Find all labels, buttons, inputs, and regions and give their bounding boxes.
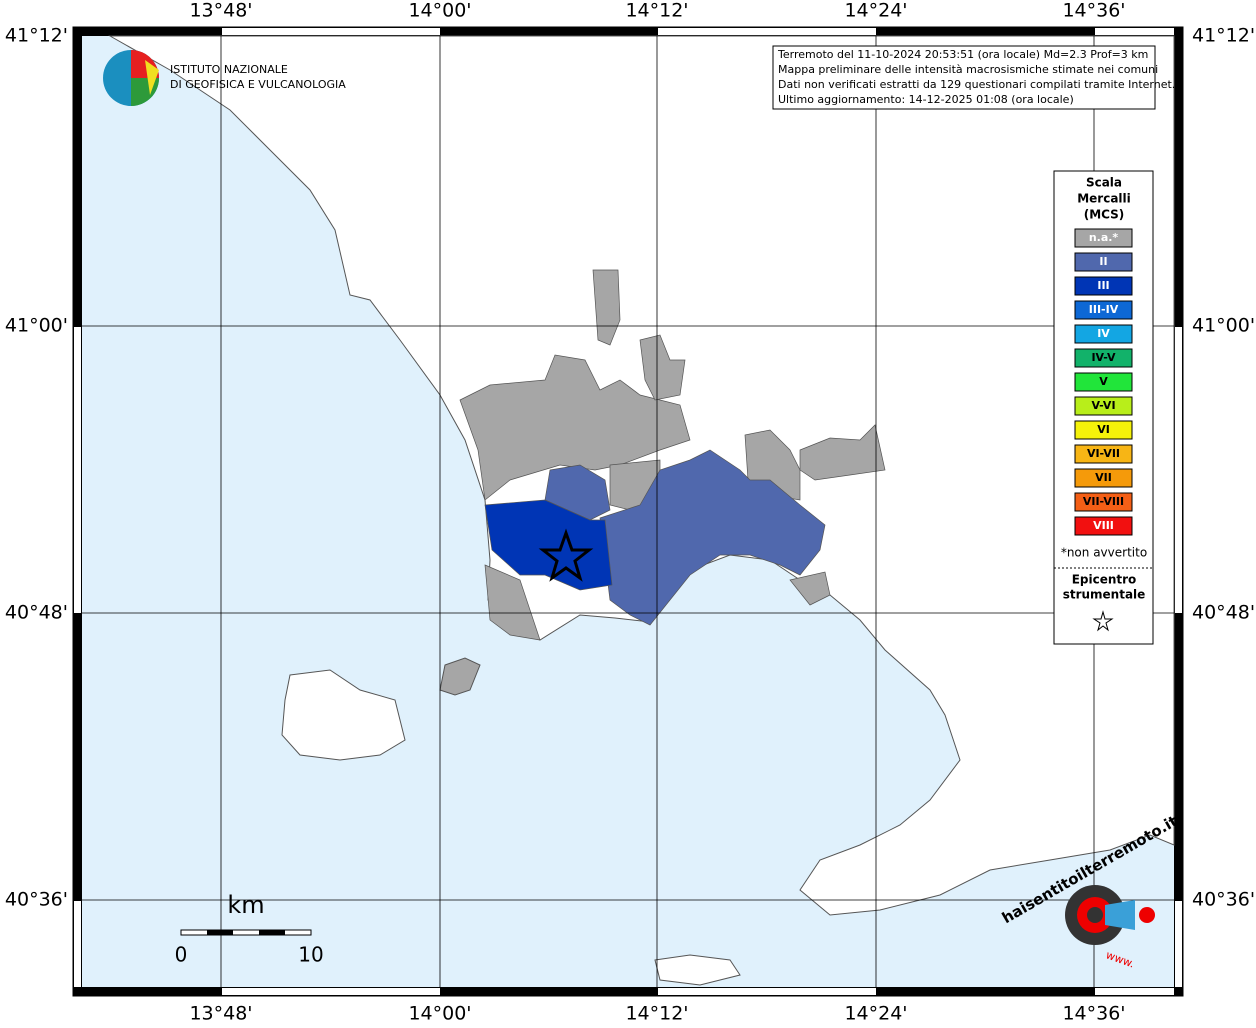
ischia [281,669,406,761]
lon-label: 14°12' [625,1003,688,1025]
municipality [484,499,613,591]
lon-label: 14°36' [1062,0,1125,22]
lon-label: 14°00' [408,0,471,22]
legend-label: VII-VIII [1083,495,1124,508]
legend-swatch [1074,372,1133,392]
legend-swatch [1074,324,1133,344]
legend-swatch [1074,276,1133,296]
epicenter-star [538,528,594,582]
graticule-labels: 13°48' 13°48' 14°00' 14°00' 14°12' 14°12' 14°2… [5,0,1255,1025]
lon-label: 13°48' [189,0,252,22]
logo-text: ISTITUTO NAZIONALE [170,63,288,76]
info-box [772,45,1156,110]
lat-label: 40°36' [5,889,68,911]
lat-label: 41°00' [1192,315,1255,337]
legend-label: V-VI [1091,399,1115,412]
legend-label: IV-V [1091,351,1116,364]
lon-label: 13°48' [189,1003,252,1025]
lat-label: 40°36' [1192,889,1255,911]
legend-swatch [1074,348,1133,368]
scale-unit: km [227,891,264,919]
legend-label: V [1099,375,1108,388]
info-line: Terremoto del 11-10-2024 20:53:51 (ora l… [777,48,1148,61]
lat-label: 41°00' [5,315,68,337]
scale-label: 0 [175,943,188,967]
legend-swatch [1074,396,1133,416]
lon-label: 14°24' [844,0,907,22]
legend-title: Mercalli [1077,192,1131,206]
info-line: Ultimo aggiornamento: 14-12-2025 01:08 (… [778,93,1074,106]
lat-label: 40°48' [1192,602,1255,624]
legend-note: *non avvertito [1061,546,1147,560]
legend-label: VII [1095,471,1112,484]
municipality [799,424,886,481]
legend-swatch [1074,468,1133,488]
legend-label: VI [1097,423,1110,436]
legend-title: Scala [1086,176,1122,190]
municipality [639,334,686,401]
capri [654,954,741,986]
legend-label: II [1099,255,1107,268]
legend-swatch [1074,252,1133,272]
scalebar: km 0 10 [175,891,324,967]
logo-text: DI GEOFISICA E VULCANOLOGIA [170,78,346,91]
legend-epicenter: Epicentro [1072,573,1137,587]
legend-swatch [1074,444,1133,464]
legend-epicenter: strumentale [1063,588,1146,602]
municipality [484,564,541,641]
info-line: Dati non verificati estratti da 129 ques… [778,78,1175,91]
lat-label: 40°48' [5,602,68,624]
legend-label: III-IV [1089,303,1119,316]
lon-label: 14°00' [408,1003,471,1025]
legend-title: (MCS) [1084,208,1125,222]
info: Terremoto del 11-10-2024 20:53:51 (ora l… [777,48,1175,106]
legend-label: VI-VII [1087,447,1120,460]
legend-star [1092,610,1114,632]
legend-label: III [1097,279,1109,292]
legend-label: IV [1097,327,1110,340]
legend-swatch [1074,300,1133,320]
legend-swatch [1074,516,1133,536]
municipality [789,571,831,606]
lat-label: 41°12' [1192,25,1255,47]
lon-label: 14°12' [625,0,688,22]
municipality [459,354,691,501]
lon-label: 14°36' [1062,1003,1125,1025]
info-line: Mappa preliminare delle intensità macros… [778,63,1158,76]
lon-label: 14°24' [844,1003,907,1025]
legend-label: n.a.* [1089,231,1119,244]
legend-label: VIII [1093,519,1114,532]
legend-swatch [1074,420,1133,440]
logo: ISTITUTO NAZIONALE DI GEOFISICA E VULCAN… [103,50,346,106]
lat-label: 41°12' [5,25,68,47]
legend: ScalaMercalli(MCS)n.a.*IIIIIIII-IVIVIV-V… [1061,176,1147,602]
legend-swatch [1074,492,1133,512]
frame-ticks [73,27,1183,996]
scale-label: 10 [298,943,323,967]
legend-swatch [1074,228,1133,248]
